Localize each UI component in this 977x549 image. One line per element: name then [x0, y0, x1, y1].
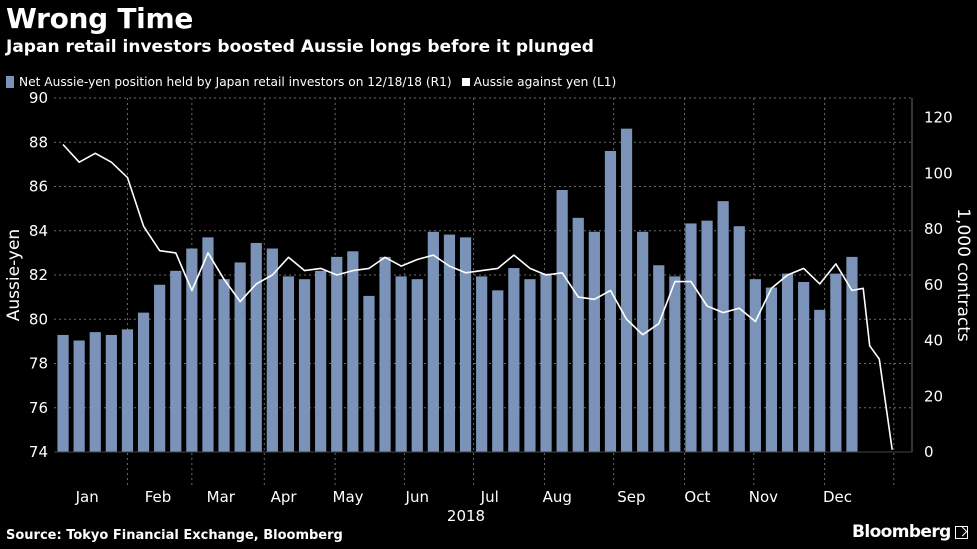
y-tick-label-left: 84: [29, 222, 48, 240]
bar: [73, 340, 85, 452]
x-tick-label: Sep: [617, 488, 645, 506]
bar: [459, 237, 472, 452]
bar: [701, 220, 713, 452]
x-year-label: 2018: [447, 507, 485, 525]
bar: [476, 276, 488, 452]
y-tick-label-left: 88: [29, 133, 48, 151]
y-tick-label-left: 74: [29, 443, 48, 461]
bar: [781, 273, 794, 452]
y-tick-label-left: 76: [29, 399, 48, 417]
bar: [556, 189, 568, 452]
bar: [57, 334, 69, 452]
bar: [379, 256, 391, 452]
legend-line-swatch: [461, 78, 470, 86]
bar: [717, 201, 729, 452]
y-tick-label-left: 86: [29, 178, 48, 196]
bar: [620, 128, 633, 452]
x-tick-label: Dec: [823, 488, 852, 506]
bloomberg-logo: Bloomberg: [852, 522, 968, 542]
bar: [282, 276, 295, 452]
brand-name: Bloomberg: [852, 522, 951, 542]
bar: [137, 312, 150, 452]
bar: [604, 150, 617, 452]
bar: [121, 329, 134, 452]
y-tick-label-right: 40: [924, 332, 943, 350]
bar: [588, 231, 600, 452]
bar: [298, 279, 311, 452]
chart-subtitle: Japan retail investors boosted Aussie lo…: [6, 37, 594, 57]
bar: [540, 273, 552, 452]
bar: [154, 284, 166, 452]
bar: [524, 279, 536, 452]
x-tick-label: Jul: [480, 488, 499, 506]
bar: [492, 290, 504, 452]
y-tick-label-left: 82: [29, 266, 48, 284]
bar: [89, 332, 101, 452]
y-tick-label-right: 80: [924, 220, 943, 238]
legend: Net Aussie-yen position held by Japan re…: [6, 74, 626, 90]
bar: [637, 231, 649, 452]
x-tick-label: Apr: [271, 488, 298, 506]
bar: [749, 279, 761, 452]
legend-line-label: Aussie against yen (L1): [473, 75, 617, 89]
left-axis-title: Aussie-yen: [4, 229, 24, 321]
y-tick-label-right: 100: [924, 164, 953, 182]
bar: [685, 223, 697, 452]
source-note: Source: Tokyo Financial Exchange, Bloomb…: [6, 528, 343, 543]
y-tick-label-left: 80: [29, 310, 48, 328]
bar: [105, 334, 117, 452]
x-tick-label: Feb: [145, 488, 172, 506]
x-tick-label: Mar: [207, 488, 236, 506]
x-tick-label: May: [333, 488, 364, 506]
y-tick-label-right: 120: [924, 109, 953, 127]
bar: [411, 279, 423, 452]
bar: [443, 234, 456, 452]
bar: [363, 295, 375, 452]
chart-title: Wrong Time: [6, 2, 194, 35]
bar: [170, 270, 182, 452]
bar: [830, 273, 842, 452]
bar: [653, 265, 665, 452]
bar: [427, 231, 439, 452]
bar: [733, 226, 745, 452]
bar: [234, 262, 246, 452]
bar: [765, 287, 778, 452]
x-tick-label: Aug: [543, 488, 572, 506]
bar: [202, 237, 214, 452]
bar: [315, 270, 327, 452]
bar: [846, 256, 858, 452]
x-tick-label: Oct: [684, 488, 710, 506]
legend-item-line: Aussie against yen (L1): [461, 75, 617, 89]
y-tick-label-left: 90: [29, 89, 48, 107]
bar: [669, 276, 681, 452]
y-tick-label-right: 60: [924, 276, 943, 294]
x-tick-label: Nov: [749, 488, 778, 506]
arrow-box-icon: [954, 525, 968, 539]
bar: [508, 268, 520, 452]
right-axis-title: 1,000 contracts: [953, 208, 973, 342]
bar: [331, 256, 343, 452]
bar: [218, 279, 230, 452]
legend-bars-label: Net Aussie-yen position held by Japan re…: [19, 75, 452, 89]
y-tick-label-right: 20: [924, 387, 943, 405]
bar: [814, 309, 826, 452]
bar: [250, 242, 262, 452]
bar: [798, 281, 810, 452]
y-tick-label-left: 78: [29, 355, 48, 373]
bar: [347, 251, 359, 452]
bar: [572, 217, 584, 452]
x-tick-label: Jan: [75, 488, 99, 506]
y-tick-label-right: 0: [924, 443, 934, 461]
x-tick-label: Jun: [405, 488, 429, 506]
bar: [395, 276, 407, 452]
bar: [266, 248, 278, 452]
bar: [186, 248, 198, 452]
legend-item-bars: Net Aussie-yen position held by Japan re…: [6, 75, 452, 89]
legend-bar-swatch: [6, 76, 14, 88]
series-line-aussie-yen: [62, 143, 893, 450]
